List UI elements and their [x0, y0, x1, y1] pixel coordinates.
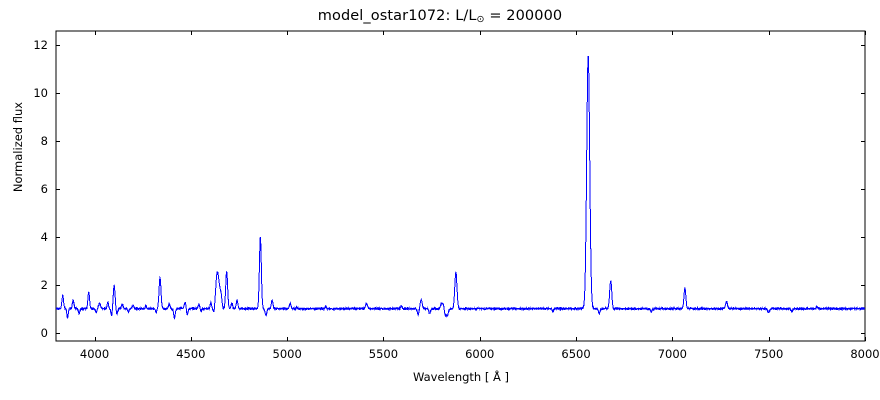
chart-title-suffix: = 200000 — [484, 8, 563, 24]
y-tick-label: 8 — [40, 134, 48, 149]
y-tick-label: 6 — [40, 181, 48, 196]
y-tick-label: 12 — [33, 38, 48, 53]
x-tick-label: 6500 — [561, 347, 591, 361]
x-tick-label: 6000 — [465, 347, 495, 361]
y-tick-label: 4 — [40, 229, 48, 244]
chart-title-prefix: model_ostar1072: L/L — [317, 8, 477, 24]
axes-frame — [55, 30, 866, 342]
x-tick-label: 4000 — [79, 347, 110, 361]
y-tick-label: 0 — [40, 325, 48, 340]
solar-symbol-subscript: ⊙ — [476, 14, 485, 26]
x-tick-label: 4500 — [176, 347, 206, 361]
spectrum-line — [56, 55, 865, 320]
x-tick-label: 5500 — [368, 347, 399, 361]
tick-marks — [56, 31, 866, 341]
x-tick-label: 7000 — [657, 347, 688, 361]
chart-title: model_ostar1072: L/L⊙ = 200000 — [0, 8, 880, 25]
x-tick-label: 7500 — [754, 347, 784, 361]
x-tick-label: 5000 — [272, 347, 302, 361]
x-tick-label: 8000 — [850, 347, 880, 361]
y-tick-label: 10 — [33, 86, 48, 101]
y-tick-label: 2 — [40, 277, 48, 292]
x-axis-label: Wavelength [ Å ] — [412, 370, 510, 384]
